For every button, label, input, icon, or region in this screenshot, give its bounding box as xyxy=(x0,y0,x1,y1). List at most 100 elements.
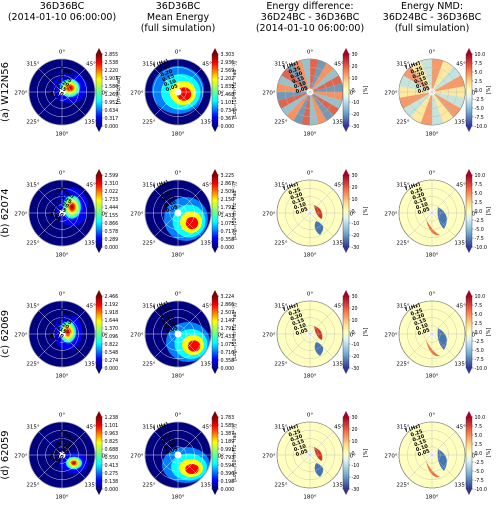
colorbar-tick-label: 0.358 xyxy=(221,237,235,243)
freq-label: 0.10 xyxy=(415,322,429,332)
freq-label: 0.10 xyxy=(293,80,307,90)
direction-label: 90° xyxy=(346,454,356,460)
grid-spoke xyxy=(408,454,433,479)
direction-label: 270° xyxy=(384,212,397,218)
colorbar-nmd-1: 10.0 7.5 5.0 2.5 0.0 -2.5 -5.0 -7.5 -10.0 [%] xyxy=(465,169,492,253)
direction-label: 90° xyxy=(214,333,224,339)
energy-peak xyxy=(62,194,82,220)
direction-label: 270° xyxy=(262,91,275,97)
grid-spoke xyxy=(154,454,179,479)
grid-spoke xyxy=(61,454,86,479)
grid-spoke xyxy=(309,333,334,358)
colorbar-label: [m²/Hz/rad] xyxy=(116,76,122,104)
grid-spoke xyxy=(61,212,86,237)
colorbar-tick-label: 10.0 xyxy=(475,415,486,421)
grid-spoke xyxy=(408,91,433,116)
freq-label: 0.25 xyxy=(158,427,172,437)
colorbar-ramp xyxy=(465,174,473,248)
direction-label: 90° xyxy=(346,333,356,339)
freq-label: 0.20 xyxy=(290,70,304,80)
colorbar-tick-label: 3.303 xyxy=(221,52,235,58)
colorbar-tick-label: -10.0 xyxy=(475,124,487,130)
colorbar-tick-label: 7.5 xyxy=(475,182,483,188)
direction-label: 0° xyxy=(429,413,435,419)
colorbar-tick-label: 0.866 xyxy=(105,221,119,227)
column-title-line: 36D36BC xyxy=(156,1,201,12)
freq-label: 0.10 xyxy=(51,86,65,98)
direction-label: 135° xyxy=(200,482,213,488)
colorbar-tick-label: 5.0 xyxy=(475,191,483,197)
polar-diff-0: 0°45°90°135°180°225°270°315°0.050.100.15… xyxy=(262,50,356,138)
colorbar-nmd-0: 10.0 7.5 5.0 2.5 0.0 -2.5 -5.0 -7.5 -10.0 [%] xyxy=(465,48,492,132)
grid-spoke xyxy=(154,333,179,358)
grid-spoke xyxy=(408,189,433,214)
colorbar-ramp xyxy=(342,53,350,127)
colorbar-tick-label: 0.550 xyxy=(105,455,119,461)
direction-label: 270° xyxy=(384,333,397,339)
freq-label: 0.10 xyxy=(51,207,65,219)
direction-label: 90° xyxy=(346,91,356,97)
direction-label: 315° xyxy=(26,62,39,68)
colorbar-tick-label: 0.578 xyxy=(105,229,119,235)
diff-sector xyxy=(290,92,310,125)
colorbar-tick-label: 2.867 xyxy=(221,181,235,187)
grid-spoke xyxy=(154,431,179,456)
direction-label: 0° xyxy=(307,413,313,419)
colorbar-tick-label: 0.000 xyxy=(105,366,119,372)
colorbar-tick-label: -10 xyxy=(352,221,360,227)
nmd-positive xyxy=(426,461,440,478)
colorbar-diff-3: 30 20 10 0 -10 -20 -30 [%] xyxy=(342,411,369,495)
direction-label: 225° xyxy=(26,482,39,488)
colorbar-tick-label: -5.0 xyxy=(475,227,484,233)
direction-label: 0° xyxy=(175,413,181,419)
freq-label: 0.05 xyxy=(165,83,179,93)
direction-label: 270° xyxy=(130,333,143,339)
colorbar-extend-bottom xyxy=(96,247,102,253)
direction-label: 315° xyxy=(142,304,155,310)
freq-label: 0.05 xyxy=(295,206,309,216)
direction-label: 180° xyxy=(55,253,68,259)
colorbar-mean-1: 3.225 2.867 2.509 2.150 1.792 1.433 1.075 0.717… xyxy=(211,169,238,253)
direction-label: 225° xyxy=(142,482,155,488)
direction-label: 45° xyxy=(202,62,212,68)
grid-spoke xyxy=(408,310,433,335)
grid-spoke xyxy=(309,310,334,335)
row-label: (a) W12N56 xyxy=(0,62,11,122)
colorbar-tick-label: -7.5 xyxy=(475,115,484,121)
energy-peak xyxy=(65,456,83,470)
colorbar-tick-label: 0.793 xyxy=(221,455,235,461)
freq-labels: 0.050.100.150.200.25f (Hz) xyxy=(282,181,309,216)
colorbar-tick-label: 0.0 xyxy=(475,209,483,215)
grid-spoke xyxy=(61,333,86,358)
colorbar-tick-label: 0.0 xyxy=(475,88,483,94)
grid-spoke xyxy=(177,431,202,456)
colorbar-tick-label: 1.586 xyxy=(105,84,119,90)
freq-label: 0.20 xyxy=(160,431,174,441)
colorbar-tick-label: 1.918 xyxy=(105,310,119,316)
direction-label: 180° xyxy=(171,132,184,138)
colorbar-tick-label: 0.000 xyxy=(221,366,235,372)
freq-label: 0.25 xyxy=(410,308,424,318)
colorbar-tick-label: 2.866 xyxy=(221,302,235,308)
colorbar-extend-bottom xyxy=(466,368,472,374)
freq-label: 0.25 xyxy=(158,306,172,316)
colorbar-extend-top xyxy=(466,411,472,417)
colorbar-tick-label: 2.599 xyxy=(105,173,119,179)
colorbar-ramp xyxy=(95,416,103,490)
direction-label: 135° xyxy=(84,240,97,246)
colorbar-label: [%] xyxy=(486,328,492,336)
freq-labels: 0.050.100.150.200.25f (Hz) xyxy=(282,302,309,337)
direction-label: 180° xyxy=(171,495,184,501)
colorbar-tick-label: 2.5 xyxy=(475,321,483,327)
colorbar-ramp xyxy=(95,295,103,369)
direction-label: 90° xyxy=(98,333,108,339)
direction-label: 315° xyxy=(274,304,287,310)
colorbar-tick-label: -30 xyxy=(352,245,360,251)
colorbar-tick-label: 0.688 xyxy=(105,447,119,453)
colorbar-tick-label: 1.189 xyxy=(221,439,235,445)
direction-label: 180° xyxy=(425,374,438,380)
freq-label: 0.10 xyxy=(293,201,307,211)
grid-spoke xyxy=(431,431,456,456)
colorbar-tick-label: 0.367 xyxy=(221,116,235,122)
